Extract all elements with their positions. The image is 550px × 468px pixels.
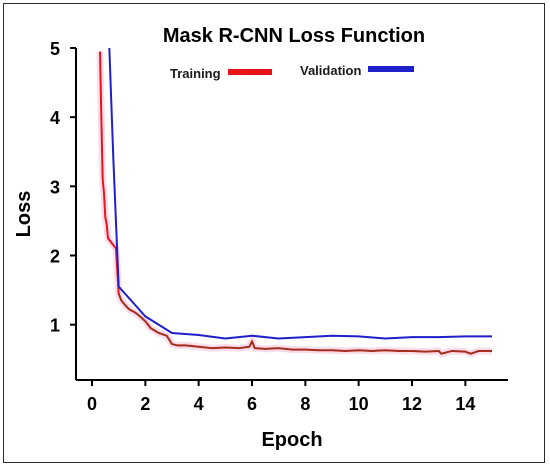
training-line-overlay — [117, 293, 492, 355]
chart-title: Mask R-CNN Loss Function — [163, 25, 425, 47]
y-tick-label: 2 — [50, 247, 60, 267]
x-tick-label: 2 — [140, 394, 150, 414]
y-tick-label: 4 — [50, 108, 60, 128]
y-axis-label: Loss — [13, 191, 35, 238]
x-tick-label: 6 — [247, 394, 257, 414]
validation-line — [108, 47, 492, 340]
x-axis-ticks: 0 2 4 6 8 10 12 14 — [87, 380, 475, 414]
x-tick-label: 0 — [87, 394, 97, 414]
chart-frame — [3, 3, 545, 463]
y-tick-label: 1 — [50, 316, 60, 336]
x-axis-label: Epoch — [261, 429, 322, 451]
plot-area — [96, 47, 492, 358]
training-line — [99, 51, 492, 355]
y-tick-label: 5 — [50, 39, 60, 59]
training-halo — [96, 51, 492, 358]
y-tick-label: 3 — [50, 177, 60, 197]
legend-label-validation: Validation — [300, 63, 361, 78]
legend-label-training: Training — [170, 66, 221, 81]
x-tick-label: 12 — [402, 394, 422, 414]
y-axis-ticks: 1 2 3 4 5 — [50, 39, 76, 336]
x-tick-label: 10 — [349, 394, 369, 414]
x-tick-label: 14 — [455, 394, 475, 414]
x-tick-label: 8 — [300, 394, 310, 414]
x-tick-label: 4 — [194, 394, 204, 414]
